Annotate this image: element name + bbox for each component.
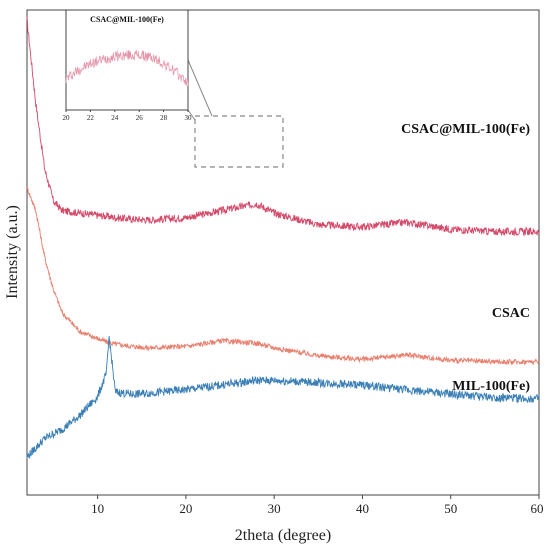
- x-tick-label: 30: [268, 501, 281, 516]
- x-tick-label: 50: [444, 501, 457, 516]
- inset-x-ticks: 20 22 24 26 28 30: [63, 110, 193, 122]
- inset-title: CSAC@MIL-100(Fe): [90, 15, 164, 24]
- inset-series-line: [65, 50, 189, 87]
- x-tick-label: 20: [179, 501, 192, 516]
- inset-x-tick-label: 24: [111, 114, 119, 122]
- inset-x-tick-label: 28: [160, 114, 168, 122]
- inset-x-tick-label: 22: [87, 114, 95, 122]
- series-label-csac: CSAC: [492, 306, 530, 321]
- x-axis-label: 2theta (degree): [235, 527, 331, 544]
- inset-chart: CSAC@MIL-100(Fe) 20 22 24 26 28 30: [63, 9, 193, 122]
- series-line-0: [26, 17, 540, 237]
- inset-x-tick-label: 26: [136, 114, 144, 122]
- series-layer: [26, 17, 540, 459]
- series-label-csac-mil: CSAC@MIL-100(Fe): [401, 122, 530, 137]
- inset-series-layer: [65, 50, 189, 87]
- y-axis-label: Intensity (a.u.): [4, 205, 21, 299]
- inset-x-tick-label: 20: [63, 114, 71, 122]
- inset-frame: [65, 9, 189, 111]
- x-tick-label: 10: [91, 501, 104, 516]
- zoom-connector-top: [187, 59, 213, 117]
- x-axis-ticks: 10 20 30 40 50 60: [91, 495, 544, 516]
- inset-x-tick-label: 30: [185, 114, 193, 122]
- plot-frame: [26, 9, 540, 496]
- series-line-2: [26, 336, 540, 459]
- x-tick-label: 60: [531, 501, 544, 516]
- zoom-connector-bottom: [187, 109, 196, 121]
- zoom-region-box: [194, 115, 284, 168]
- x-tick-label: 40: [356, 501, 369, 516]
- series-line-1: [26, 186, 540, 366]
- series-label-mil: MIL-100(Fe): [452, 379, 530, 394]
